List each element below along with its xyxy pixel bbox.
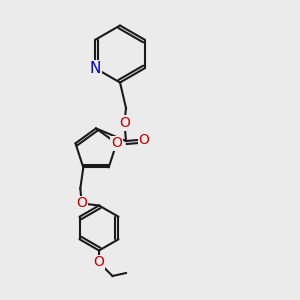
- Text: O: O: [94, 256, 104, 269]
- Text: O: O: [139, 133, 149, 146]
- Text: O: O: [111, 136, 122, 150]
- Text: N: N: [90, 61, 101, 76]
- Text: O: O: [76, 196, 87, 211]
- Text: O: O: [119, 116, 130, 130]
